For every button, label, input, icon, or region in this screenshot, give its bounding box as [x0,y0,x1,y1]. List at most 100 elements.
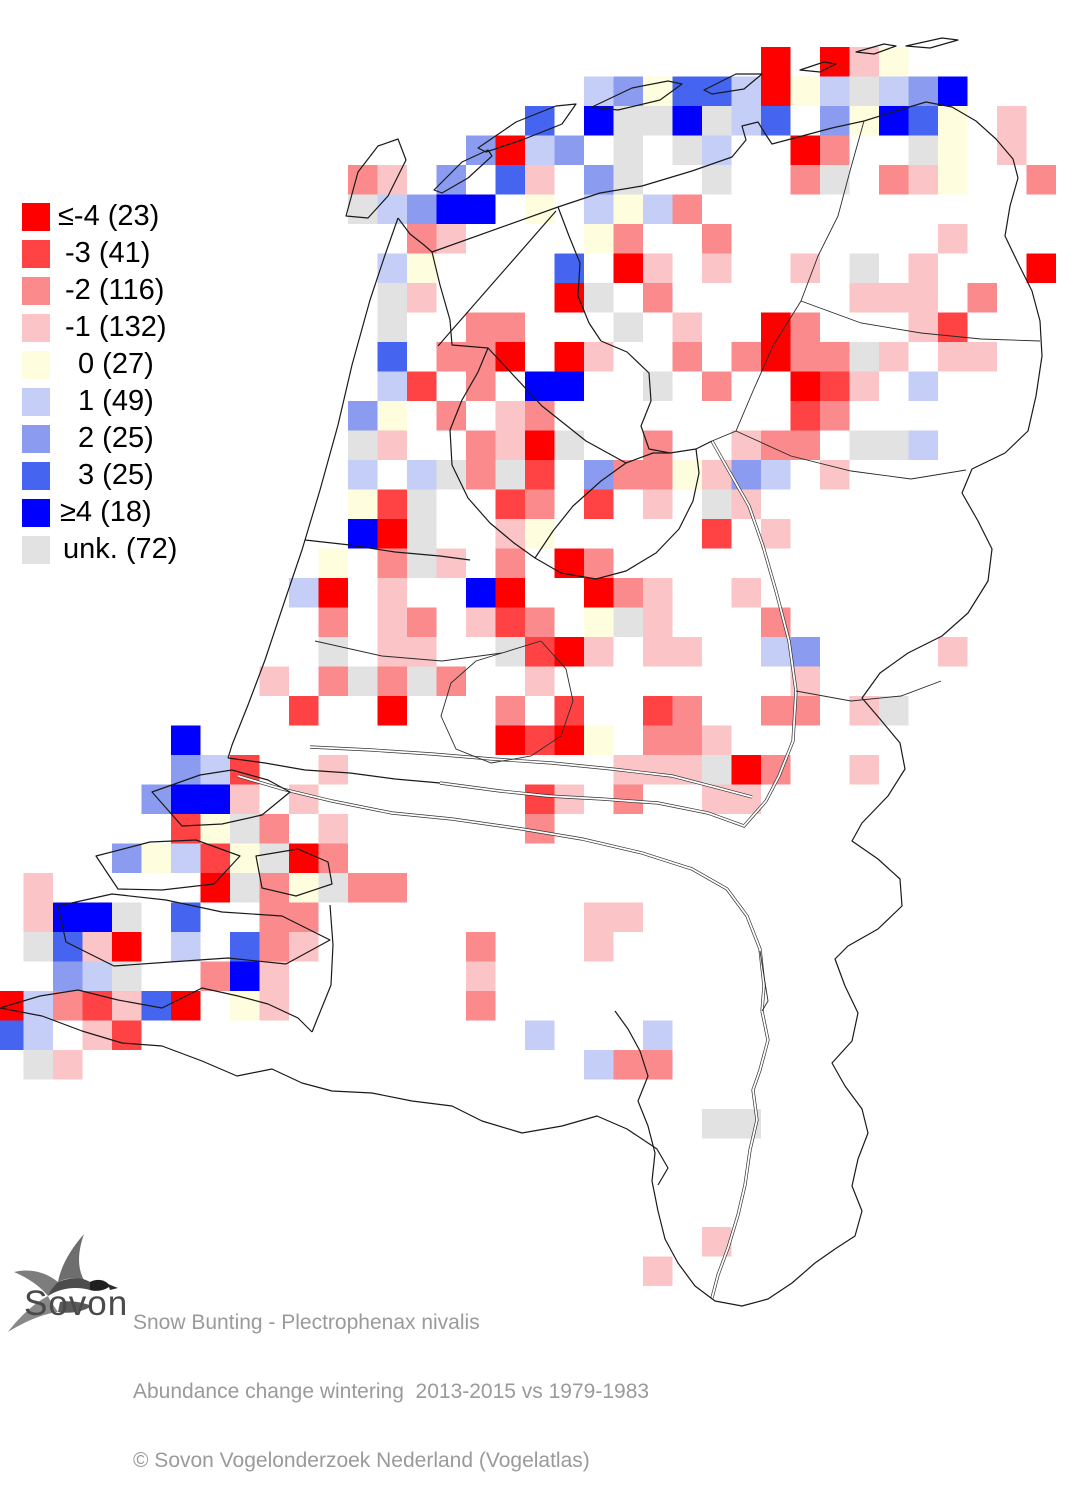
atlas-cell [790,371,820,401]
atlas-cell [495,342,525,372]
atlas-cell [849,430,879,460]
atlas-cell [200,843,230,873]
legend-item: -3 (41) [22,235,177,272]
atlas-cell [613,607,643,637]
atlas-cell [761,696,791,726]
atlas-cell [495,696,525,726]
atlas-cell [348,666,378,696]
atlas-cell [171,991,201,1021]
atlas-cell [0,1020,24,1050]
atlas-cell [879,430,909,460]
atlas-cell [584,607,614,637]
atlas-cell [525,1020,555,1050]
legend-item: 0 (27) [22,346,177,383]
atlas-cell [584,578,614,608]
map-legend: ≤-4 (23) -3 (41) -2 (116) -1 (132) 0 (27) 1 (… [22,198,177,568]
atlas-cell [908,253,938,283]
atlas-cell [230,932,260,962]
atlas-cell [525,489,555,519]
legend-label: -2 (116) [65,274,165,306]
atlas-cell [879,47,909,77]
atlas-cell [672,194,702,224]
atlas-cell [584,902,614,932]
atlas-cell [525,165,555,195]
legend-label: 1 (49) [78,385,154,417]
atlas-cell [230,961,260,991]
atlas-cell [318,548,348,578]
swallow-icon [8,1234,118,1332]
atlas-cell [584,489,614,519]
legend-swatch-icon [22,424,50,453]
atlas-cell [643,607,673,637]
legend-item: unk. (72) [22,531,177,568]
sovon-logo [8,1234,118,1332]
atlas-cell [200,961,230,991]
atlas-cell [613,1050,643,1080]
atlas-cell [82,902,112,932]
atlas-cell [790,312,820,342]
atlas-cell [820,135,850,165]
atlas-cell [761,106,791,136]
atlas-cell [643,637,673,667]
atlas-cell [938,106,968,136]
atlas-cell [348,165,378,195]
atlas-cell [790,401,820,431]
atlas-cell [495,548,525,578]
atlas-cell [230,873,260,903]
atlas-cell [967,283,997,313]
atlas-cell [171,843,201,873]
atlas-cell [289,784,319,814]
atlas-cell [23,1020,53,1050]
atlas-cell [407,607,437,637]
atlas-cell [761,430,791,460]
atlas-cell [613,76,643,106]
atlas-cell [761,342,791,372]
atlas-cell [643,253,673,283]
province-borders [314,120,1041,1012]
legend-swatch-icon [22,239,50,268]
atlas-cell [1026,253,1056,283]
atlas-cell [525,519,555,549]
atlas-cell [702,165,732,195]
atlas-cell [790,165,820,195]
atlas-cell [377,637,407,667]
atlas-cell [495,607,525,637]
atlas-cell [495,519,525,549]
atlas-cell [289,873,319,903]
atlas-cell [466,371,496,401]
atlas-cell [613,460,643,490]
atlas-cell [672,725,702,755]
atlas-cell [289,902,319,932]
atlas-cell [584,76,614,106]
atlas-cell [849,253,879,283]
atlas-cell [672,696,702,726]
legend-label: ≥4 (18) [60,496,152,528]
legend-label: -1 (132) [65,311,167,343]
atlas-cell [613,253,643,283]
atlas-cell [997,106,1027,136]
atlas-cell [318,578,348,608]
atlas-cell [259,961,289,991]
atlas-cell [790,253,820,283]
atlas-cell [377,165,407,195]
atlas-cell [731,76,761,106]
atlas-cell [879,342,909,372]
atlas-cell [23,902,53,932]
atlas-cell [879,106,909,136]
atlas-cell [495,578,525,608]
atlas-cell [643,489,673,519]
atlas-cell [849,76,879,106]
atlas-cell [259,814,289,844]
atlas-cell [112,991,142,1021]
atlas-cell [525,637,555,667]
atlas-cell [702,1109,732,1139]
atlas-cell [672,342,702,372]
atlas-cell [554,548,584,578]
atlas-cell [230,784,260,814]
atlas-cell [318,607,348,637]
atlas-cell [820,76,850,106]
atlas-cell [377,401,407,431]
atlas-cell [53,902,83,932]
legend-item: 2 (25) [22,420,177,457]
atlas-cell [200,784,230,814]
